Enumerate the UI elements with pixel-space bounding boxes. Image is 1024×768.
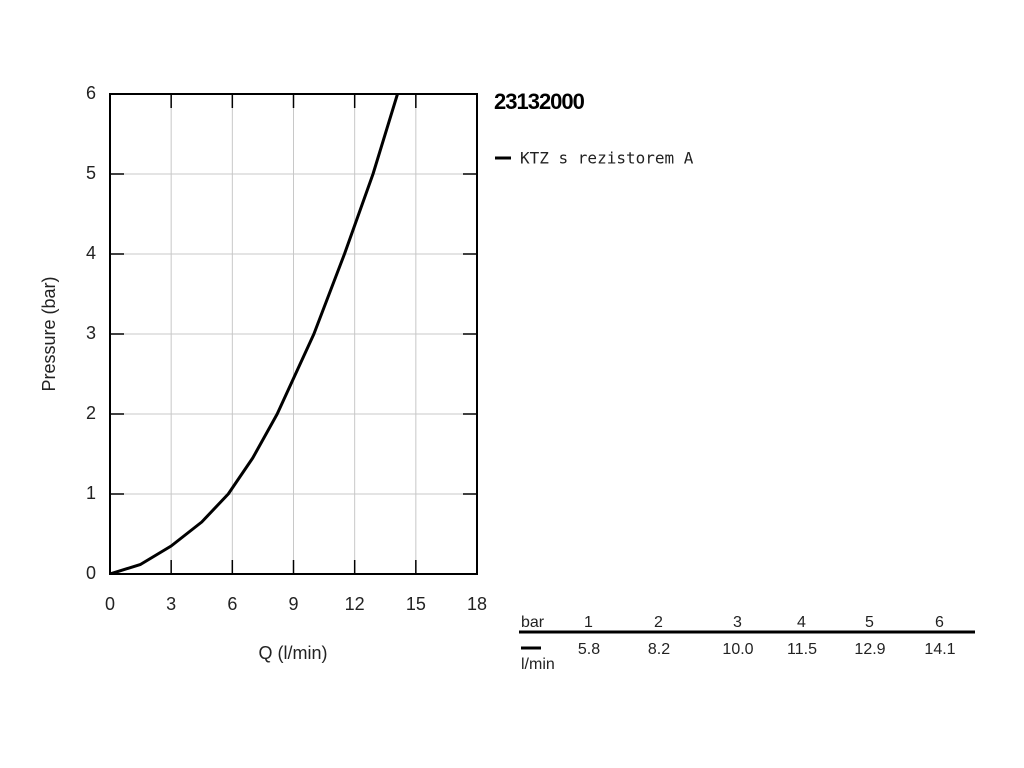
y-tick-label: 5 [86, 163, 96, 183]
y-tick-label: 1 [86, 483, 96, 503]
x-tick-label: 9 [288, 594, 298, 614]
table-pressure: 5 [865, 614, 874, 631]
x-tick-label: 3 [166, 594, 176, 614]
table-pressure: 2 [654, 614, 663, 631]
table-flow: 11.5 [787, 641, 817, 658]
table-flow-unit: l/min [521, 656, 555, 673]
y-tick-label: 0 [86, 563, 96, 583]
plot-frame [109, 93, 478, 575]
table-pressure: 6 [935, 614, 944, 631]
table-flow: 10.0 [722, 641, 753, 658]
x-tick-label: 18 [467, 594, 487, 614]
y-tick-label: 4 [86, 243, 96, 263]
table-flow: 8.2 [648, 641, 670, 658]
x-tick-label: 6 [227, 594, 237, 614]
table-flow: 5.8 [578, 641, 600, 658]
table-pressure: 3 [733, 614, 742, 631]
table-pressure: 4 [797, 614, 806, 631]
x-tick-label: 12 [345, 594, 365, 614]
y-tick-label: 3 [86, 323, 96, 343]
chart-title: 23132000 [494, 89, 585, 114]
data-line [110, 94, 399, 574]
x-tick-label: 0 [105, 594, 115, 614]
x-axis-label: Q (l/min) [259, 643, 328, 663]
table-flow: 12.9 [854, 641, 885, 658]
legend-label: KTZ s rezistorem A [520, 149, 694, 168]
y-tick-label: 2 [86, 403, 96, 423]
y-axis-label: Pressure (bar) [39, 276, 59, 391]
table-flow: 14.1 [924, 641, 955, 658]
y-tick-label: 6 [86, 83, 96, 103]
table-pressure: 1 [584, 614, 593, 631]
table-pressure-unit: bar [521, 614, 545, 631]
x-tick-label: 15 [406, 594, 426, 614]
